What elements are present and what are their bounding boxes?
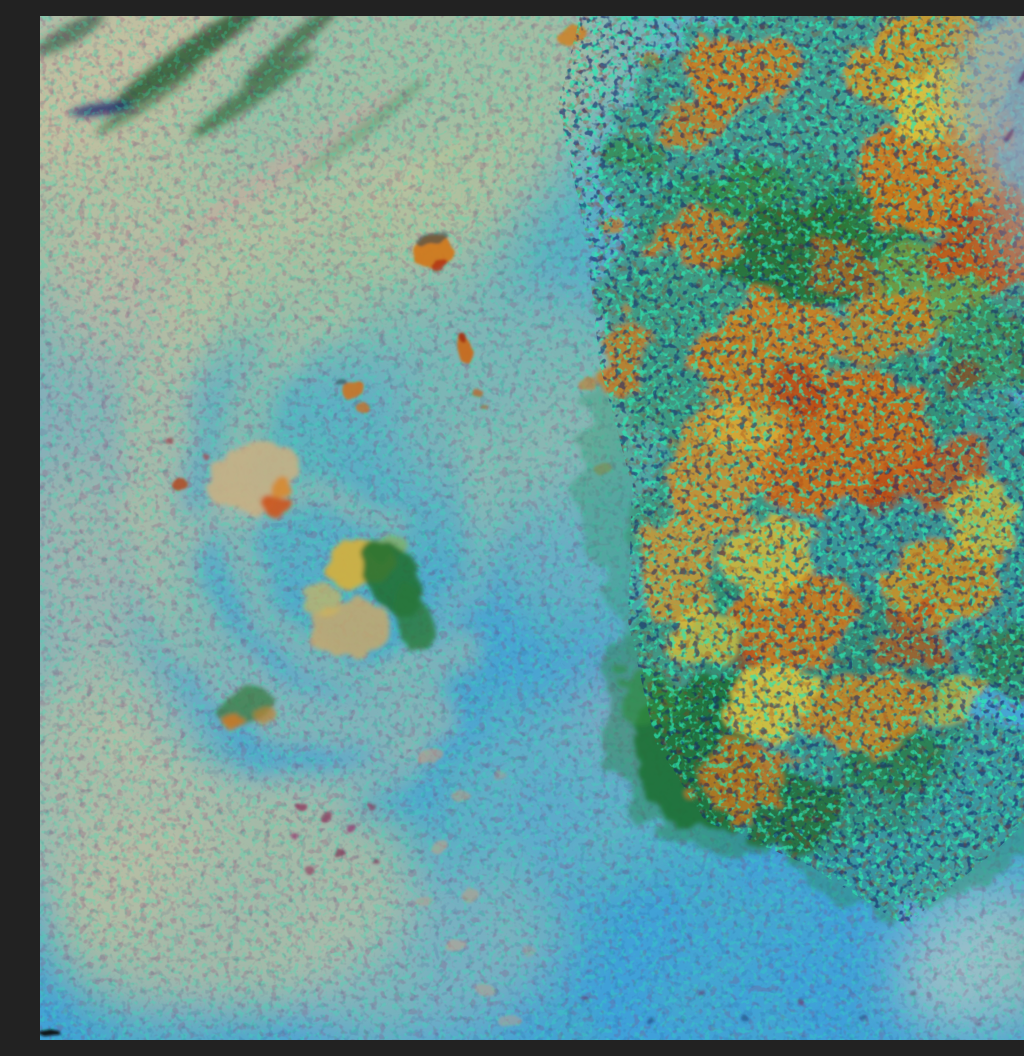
cloud-blob [990,96,1000,106]
cloud-blob [646,1018,654,1024]
cloud-blob [341,381,363,399]
cloud-blob [990,130,1024,282]
cloud-blob [1018,70,1024,82]
cloud-blob [202,454,210,460]
cloud-blob [699,990,705,996]
cloud-blob [417,896,433,906]
cloud-blob [357,404,371,414]
cloud-blob [261,493,291,517]
cloud-blob [951,16,1024,196]
cloud-blob [335,849,345,857]
cloud-blob [394,585,434,655]
cloud-blob [977,1019,983,1025]
cloud-blob [431,258,447,272]
cloud-blob [858,1014,866,1020]
cloud-blob [297,801,307,809]
cloud-blob [336,378,348,386]
cloud-blob [416,233,450,247]
cloud-blob [476,985,494,997]
cloud-blob [523,946,537,956]
cloud-blob [222,711,242,727]
cloud-blob [321,812,333,822]
cloud-blob [450,790,470,802]
cloud-blob [372,859,380,865]
cloud-blob [480,404,488,410]
cloud-blob [429,838,451,854]
cloud-blob [445,939,465,953]
cloud-blob [1009,898,1024,1034]
cloud-blob [500,1015,520,1027]
cloud-blob [173,478,187,488]
cloud-blob [166,437,174,443]
satellite-image [40,16,1024,1040]
cloud-blob [302,585,344,617]
cloud-blob [459,330,469,342]
cloud-blob [305,866,313,872]
cloud-blob [799,999,805,1005]
corner-layer [951,16,1024,1034]
cloud-blob [492,771,508,781]
cloud-blob [252,707,276,725]
cloud-blob [418,748,442,764]
cloud-blob [461,890,479,902]
cloud-blob [290,833,298,839]
satellite-scene [40,16,1024,1040]
cloud-blob [472,389,482,397]
center-layer [208,443,434,727]
cloud-blob [581,995,589,1001]
cloud-blob [741,1015,749,1021]
cloud-blob [1003,129,1017,143]
cloud-blob [367,803,375,809]
cloud-blob [909,990,915,996]
cloud-blob [272,478,294,494]
cloud-blob [346,825,356,831]
